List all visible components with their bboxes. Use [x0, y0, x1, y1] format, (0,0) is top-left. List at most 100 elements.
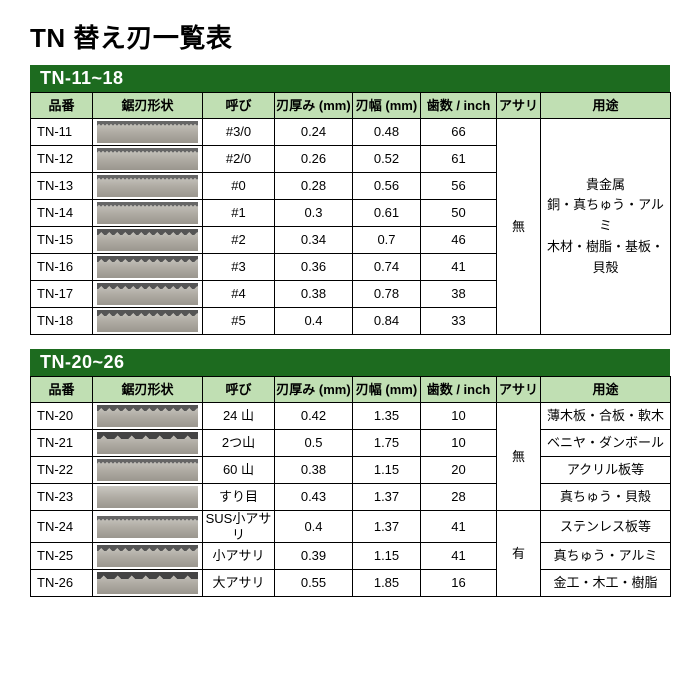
th-teeth: 歯数 / inch — [421, 377, 497, 403]
cell-width: 1.37 — [353, 511, 421, 543]
blade-icon — [97, 256, 198, 278]
cell-thick: 0.4 — [275, 511, 353, 543]
blade-icon — [97, 486, 198, 508]
cell-thick: 0.5 — [275, 430, 353, 457]
cell-part: TN-17 — [31, 281, 93, 308]
blade-icon — [97, 283, 198, 305]
th-use: 用途 — [541, 93, 671, 119]
cell-part: TN-13 — [31, 173, 93, 200]
section-bar-1: TN-11~18 — [30, 65, 670, 92]
th-width: 刃幅 (mm) — [353, 377, 421, 403]
cell-use: 貴金属銅・真ちゅう・アルミ木材・樹脂・基板・貝殻 — [541, 119, 671, 335]
cell-call: #5 — [203, 308, 275, 335]
th-call: 呼び — [203, 377, 275, 403]
table-row: TN-11#3/00.240.4866無貴金属銅・真ちゅう・アルミ木材・樹脂・基… — [31, 119, 671, 146]
cell-thick: 0.3 — [275, 200, 353, 227]
cell-call: 小アサリ — [203, 543, 275, 570]
cell-shape — [93, 543, 203, 570]
cell-width: 0.84 — [353, 308, 421, 335]
th-part: 品番 — [31, 93, 93, 119]
cell-width: 0.61 — [353, 200, 421, 227]
cell-call: #0 — [203, 173, 275, 200]
cell-teeth: 66 — [421, 119, 497, 146]
cell-shape — [93, 570, 203, 597]
cell-teeth: 28 — [421, 484, 497, 511]
cell-shape — [93, 254, 203, 281]
cell-teeth: 16 — [421, 570, 497, 597]
cell-thick: 0.24 — [275, 119, 353, 146]
blade-icon — [97, 202, 198, 224]
table-row: TN-212つ山0.51.7510ベニヤ・ダンボール — [31, 430, 671, 457]
cell-teeth: 20 — [421, 457, 497, 484]
cell-width: 0.48 — [353, 119, 421, 146]
th-asari: アサリ — [497, 377, 541, 403]
cell-teeth: 10 — [421, 403, 497, 430]
cell-use: アクリル板等 — [541, 457, 671, 484]
cell-width: 0.52 — [353, 146, 421, 173]
cell-teeth: 41 — [421, 254, 497, 281]
cell-call: 24 山 — [203, 403, 275, 430]
cell-asari: 有 — [497, 511, 541, 597]
cell-thick: 0.4 — [275, 308, 353, 335]
cell-width: 0.56 — [353, 173, 421, 200]
blade-icon — [97, 121, 198, 143]
cell-call: 2つ山 — [203, 430, 275, 457]
table-header-row: 品番 鋸刃形状 呼び 刃厚み (mm) 刃幅 (mm) 歯数 / inch アサ… — [31, 93, 671, 119]
th-call: 呼び — [203, 93, 275, 119]
cell-call: #3 — [203, 254, 275, 281]
cell-call: 大アサリ — [203, 570, 275, 597]
cell-part: TN-26 — [31, 570, 93, 597]
cell-teeth: 38 — [421, 281, 497, 308]
cell-teeth: 41 — [421, 511, 497, 543]
cell-thick: 0.34 — [275, 227, 353, 254]
table-row: TN-24SUS小アサリ0.41.3741有ステンレス板等 — [31, 511, 671, 543]
th-teeth: 歯数 / inch — [421, 93, 497, 119]
cell-width: 1.75 — [353, 430, 421, 457]
th-thick: 刃厚み (mm) — [275, 377, 353, 403]
cell-thick: 0.28 — [275, 173, 353, 200]
cell-teeth: 56 — [421, 173, 497, 200]
cell-teeth: 10 — [421, 430, 497, 457]
section-bar-2: TN-20~26 — [30, 349, 670, 376]
cell-part: TN-21 — [31, 430, 93, 457]
cell-width: 0.7 — [353, 227, 421, 254]
th-part: 品番 — [31, 377, 93, 403]
cell-width: 0.78 — [353, 281, 421, 308]
table-row: TN-2260 山0.381.1520アクリル板等 — [31, 457, 671, 484]
cell-part: TN-14 — [31, 200, 93, 227]
cell-teeth: 46 — [421, 227, 497, 254]
page-title: TN 替え刃一覧表 — [30, 18, 670, 55]
table-tn20-26: 品番 鋸刃形状 呼び 刃厚み (mm) 刃幅 (mm) 歯数 / inch アサ… — [30, 376, 671, 597]
cell-width: 1.37 — [353, 484, 421, 511]
cell-shape — [93, 511, 203, 543]
blade-icon — [97, 405, 198, 427]
blade-icon — [97, 432, 198, 454]
cell-call: #2 — [203, 227, 275, 254]
cell-call: #2/0 — [203, 146, 275, 173]
cell-asari: 無 — [497, 119, 541, 335]
cell-use: 金工・木工・樹脂 — [541, 570, 671, 597]
cell-thick: 0.55 — [275, 570, 353, 597]
blade-icon — [97, 229, 198, 251]
cell-shape — [93, 227, 203, 254]
cell-thick: 0.26 — [275, 146, 353, 173]
th-use: 用途 — [541, 377, 671, 403]
cell-teeth: 41 — [421, 543, 497, 570]
cell-width: 1.15 — [353, 457, 421, 484]
cell-shape — [93, 457, 203, 484]
cell-call: #4 — [203, 281, 275, 308]
cell-shape — [93, 281, 203, 308]
cell-shape — [93, 484, 203, 511]
cell-thick: 0.38 — [275, 281, 353, 308]
table-row: TN-2024 山0.421.3510無薄木板・合板・軟木 — [31, 403, 671, 430]
cell-asari: 無 — [497, 403, 541, 511]
table-row: TN-25小アサリ0.391.1541真ちゅう・アルミ — [31, 543, 671, 570]
cell-width: 1.35 — [353, 403, 421, 430]
cell-call: #1 — [203, 200, 275, 227]
th-thick: 刃厚み (mm) — [275, 93, 353, 119]
cell-shape — [93, 403, 203, 430]
blade-icon — [97, 516, 198, 538]
blade-icon — [97, 572, 198, 594]
cell-teeth: 61 — [421, 146, 497, 173]
table-row: TN-26大アサリ0.551.8516金工・木工・樹脂 — [31, 570, 671, 597]
